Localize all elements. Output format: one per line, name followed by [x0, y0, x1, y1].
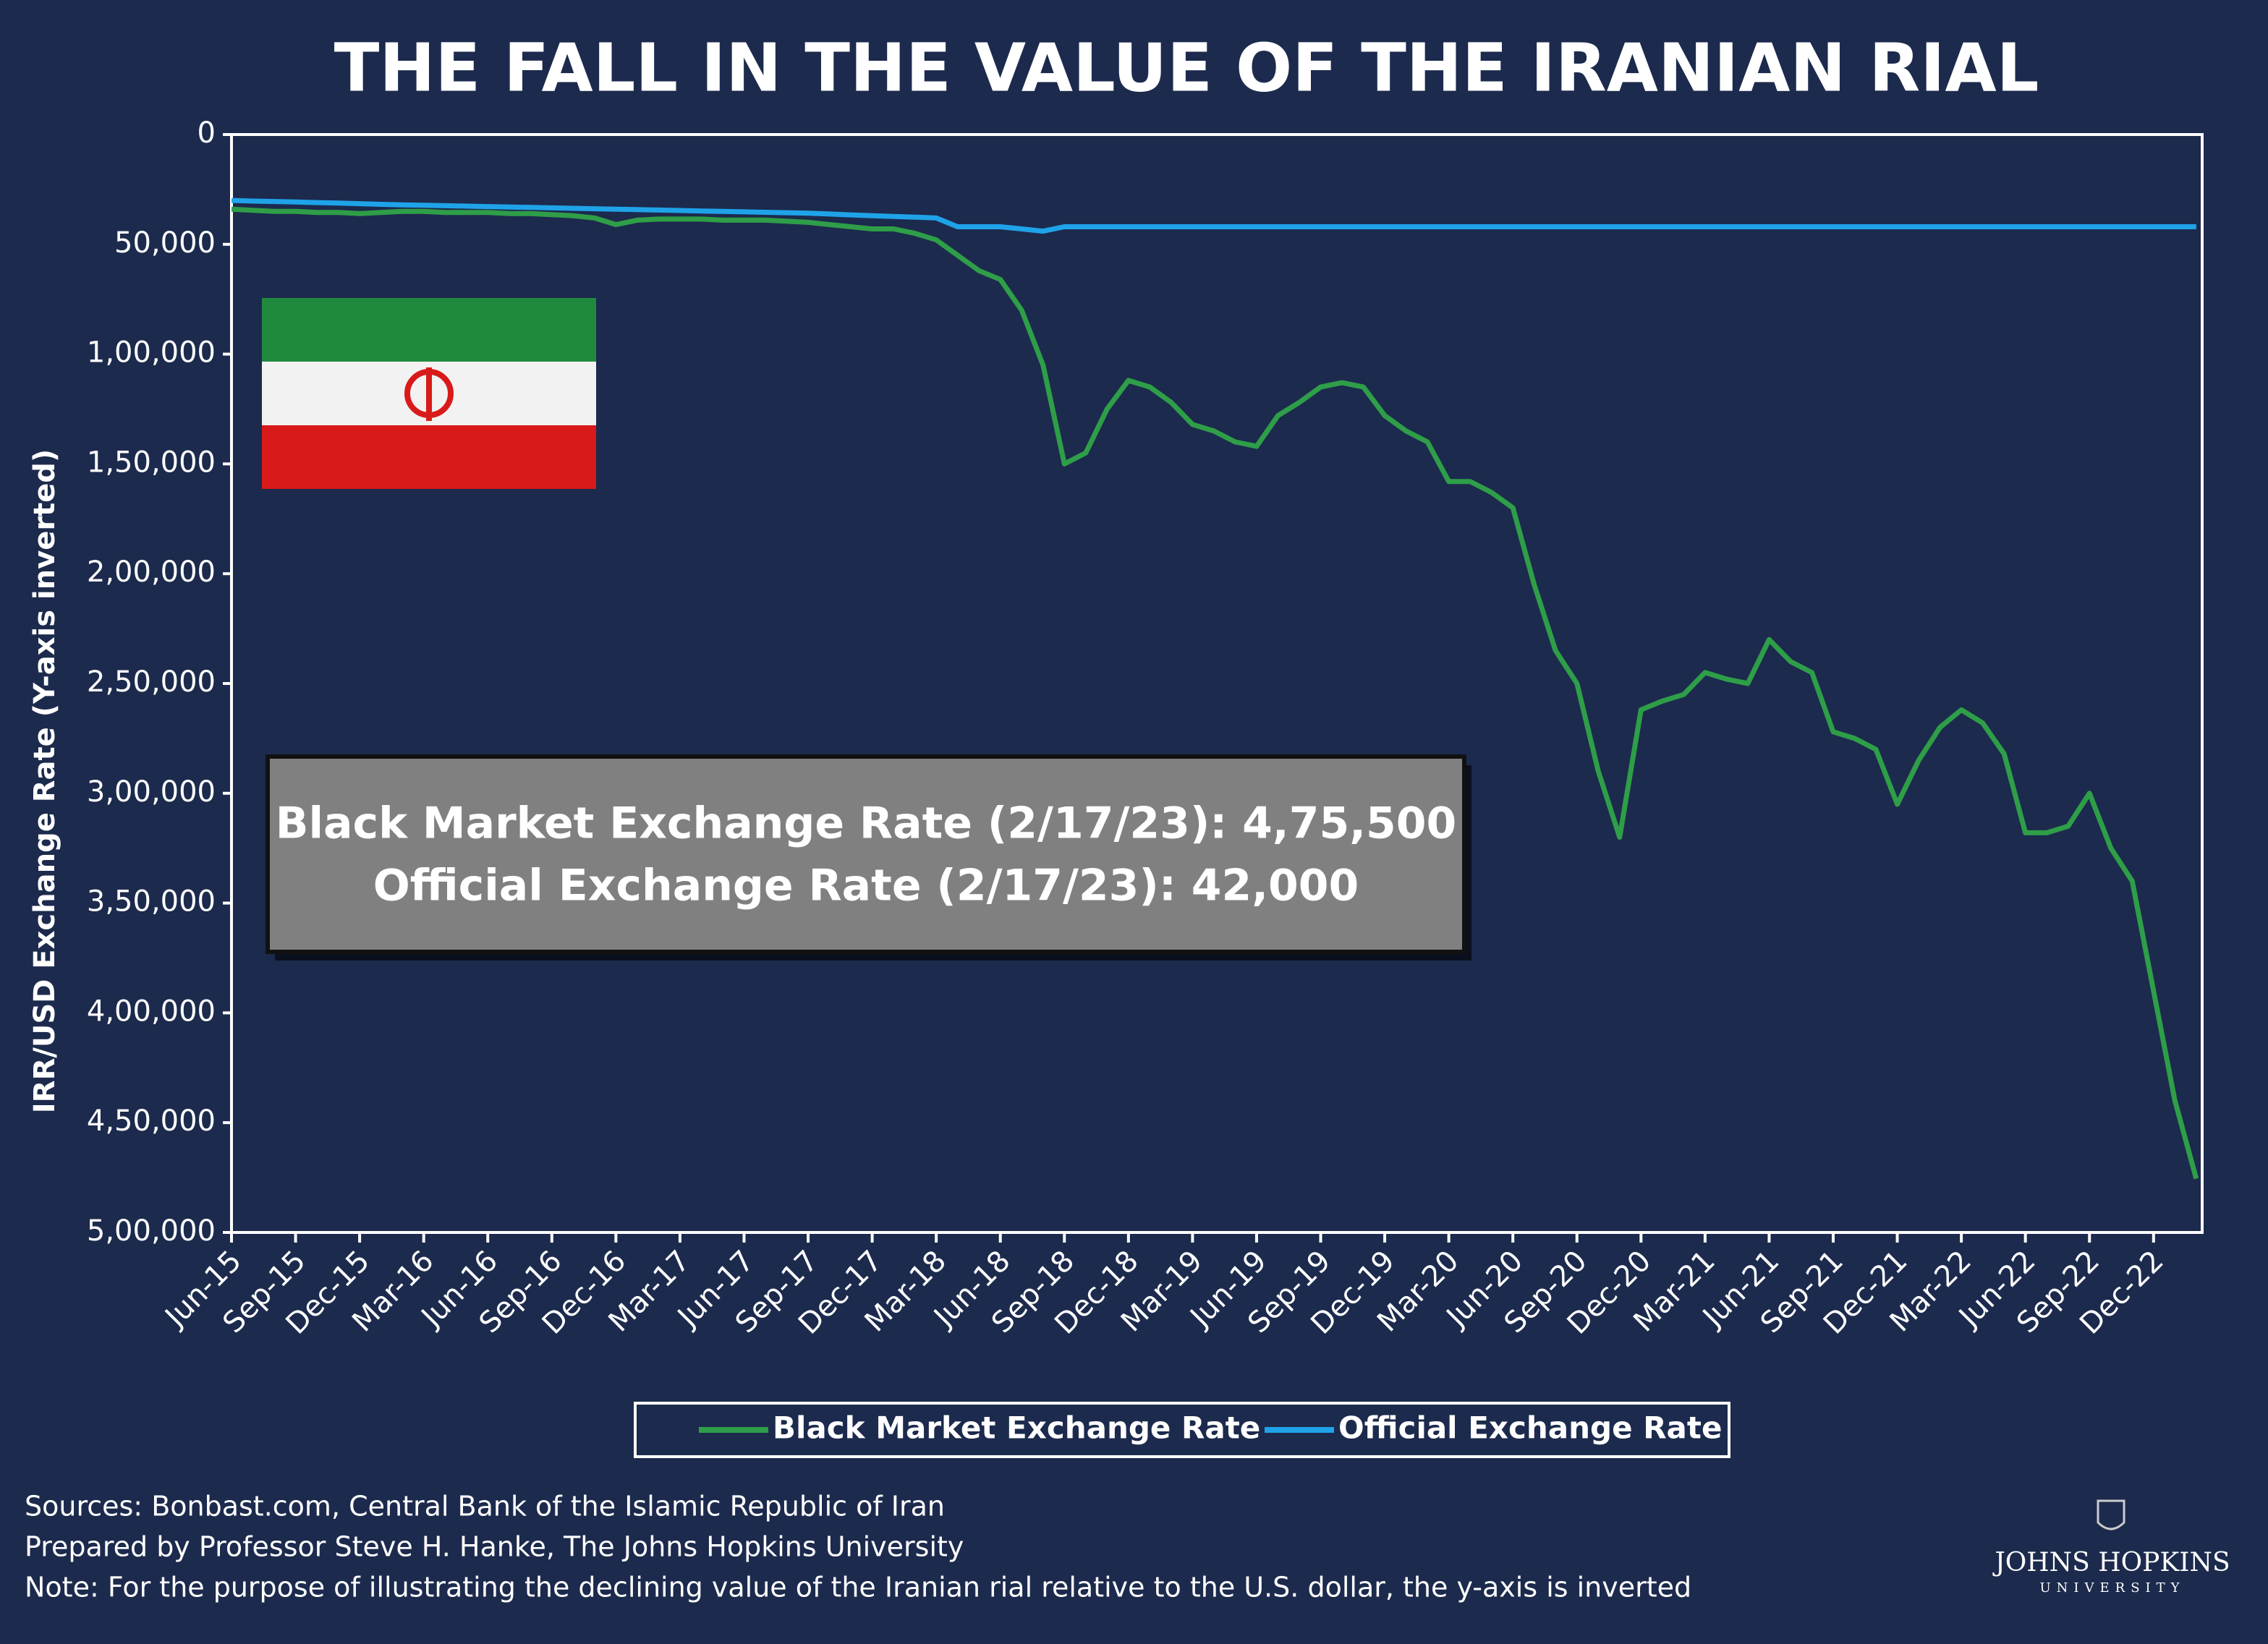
- y-tick-label: 4,00,000: [87, 995, 216, 1028]
- note: Sources: Bonbast.com, Central Bank of th…: [25, 1491, 945, 1522]
- flag: [262, 298, 596, 489]
- annotation-text: Black Market Exchange Rate (2/17/23): 4,…: [276, 798, 1457, 849]
- note: Note: For the purpose of illustrating th…: [25, 1572, 1691, 1603]
- y-tick-label: 3,00,000: [87, 775, 216, 809]
- y-tick-label: 0: [198, 116, 216, 150]
- line-series: [231, 197, 2196, 234]
- y-tick-label: 1,00,000: [87, 336, 216, 370]
- annotation-text: Official Exchange Rate (2/17/23): 42,000: [373, 861, 1359, 911]
- y-tick-label: 2,00,000: [87, 555, 216, 589]
- chart-title: THE FALL IN THE VALUE OF THE IRANIAN RIA…: [334, 29, 2039, 106]
- y-tick-label: 3,50,000: [87, 885, 216, 919]
- y-tick-label: 5,00,000: [87, 1214, 216, 1248]
- annotation-box: [266, 754, 1466, 954]
- legend-label: Official Exchange Rate: [1338, 1410, 1722, 1446]
- y-tick-label: 4,50,000: [87, 1104, 216, 1138]
- legend-label: Black Market Exchange Rate: [773, 1410, 1260, 1446]
- line-series: [231, 206, 2199, 1180]
- legend-box: [634, 1402, 1730, 1458]
- y-tick-label: 50,000: [114, 226, 216, 260]
- y-axis-label: IRR/USD Exchange Rate (Y-axis inverted): [28, 449, 61, 1113]
- y-tick-label: 1,50,000: [87, 446, 216, 479]
- note: Prepared by Professor Steve H. Hanke, Th…: [25, 1531, 964, 1563]
- logo: JOHNS HOPKINS UNIVERSITY: [1992, 1499, 2230, 1596]
- logo-text: JOHNS HOPKINS: [1992, 1548, 2230, 1577]
- y-tick-label: 2,50,000: [87, 665, 216, 699]
- logo-text: UNIVERSITY: [2039, 1580, 2185, 1596]
